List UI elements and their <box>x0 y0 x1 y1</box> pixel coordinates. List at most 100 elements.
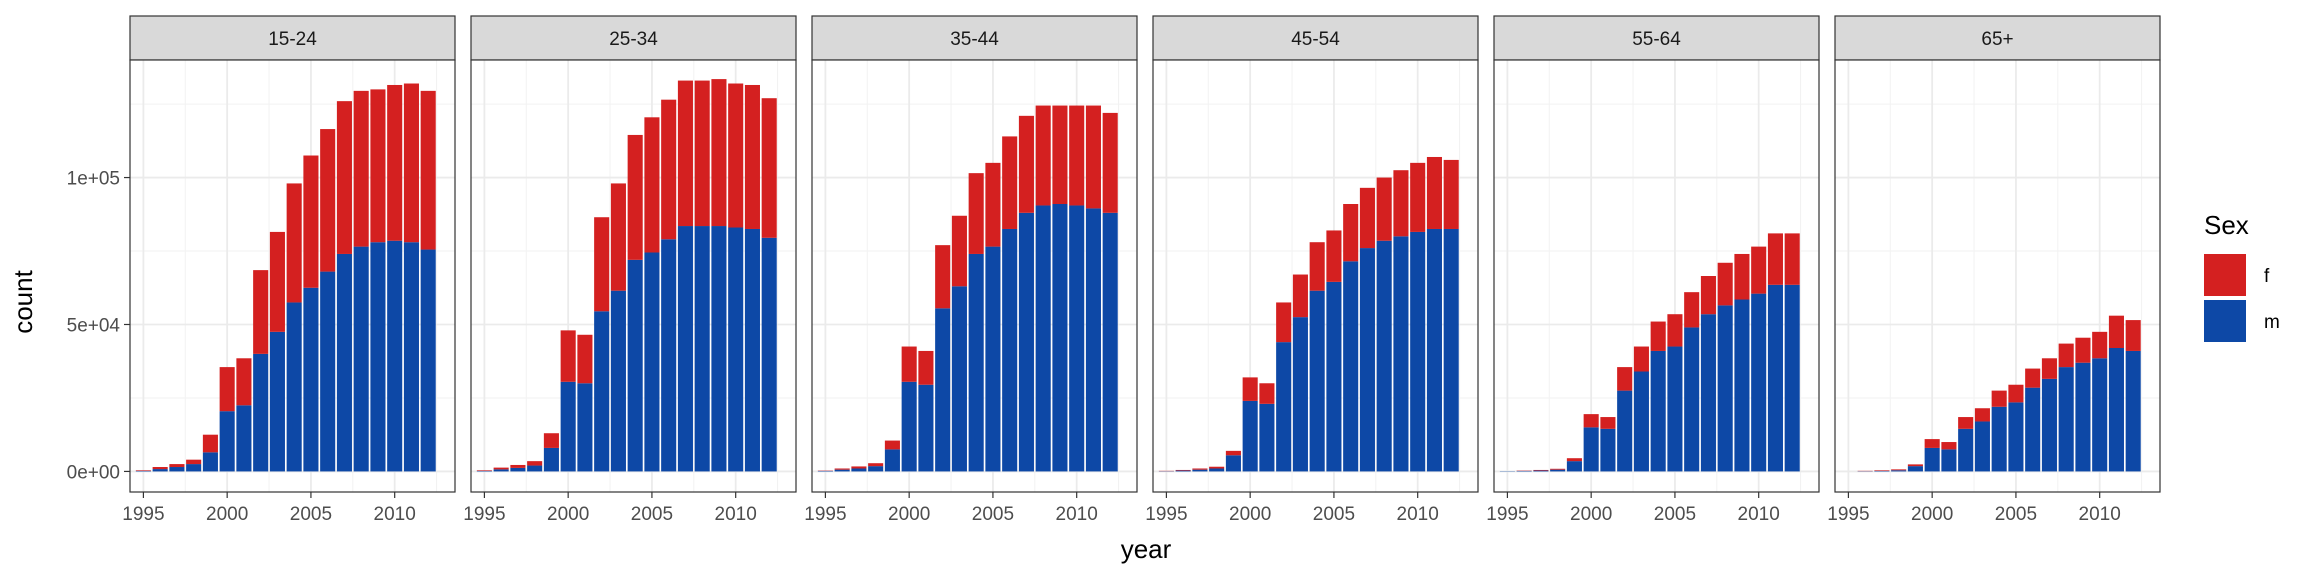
bar-f-2012 <box>1443 159 1459 229</box>
bar-f-2010 <box>387 84 403 241</box>
bar-m-2011 <box>1767 284 1783 472</box>
panel-border <box>1834 59 2161 493</box>
bar-f-2003 <box>1974 408 1990 422</box>
bar-m-1998 <box>527 465 543 472</box>
bar-m-1997 <box>851 468 867 472</box>
bar-f-2009 <box>370 89 386 243</box>
y-tick-label: 1e+05 <box>67 169 120 190</box>
bar-f-2008 <box>2058 343 2074 368</box>
bar-m-1998 <box>1891 470 1907 472</box>
bar-m-2000 <box>1583 427 1599 472</box>
x-tick-label: 2000 <box>1229 504 1271 525</box>
x-tick-label: 2000 <box>888 504 930 525</box>
bar-f-2010 <box>728 83 744 228</box>
bar-f-2001 <box>1600 417 1616 429</box>
bar-m-2007 <box>677 226 693 472</box>
panel-strip-label: 45-54 <box>1291 29 1340 50</box>
bar-f-1999 <box>884 440 900 450</box>
bar-f-2009 <box>2075 337 2091 363</box>
bar-m-2010 <box>728 227 744 472</box>
bar-m-2012 <box>1784 284 1800 472</box>
bar-m-2000 <box>560 381 576 472</box>
bars <box>135 83 436 472</box>
bar-f-2012 <box>761 98 777 238</box>
bar-f-2005 <box>2008 384 2024 403</box>
bar-m-2006 <box>320 271 336 472</box>
bar-m-2004 <box>286 302 302 472</box>
bar-m-1995 <box>476 470 492 472</box>
bar-f-2005 <box>985 162 1001 247</box>
bar-f-1998 <box>1550 468 1566 470</box>
bar-m-1999 <box>884 449 900 472</box>
bar-m-1997 <box>510 467 526 472</box>
x-tick-label: 2010 <box>715 504 757 525</box>
bar-m-2005 <box>644 252 660 472</box>
bar-m-2004 <box>1991 406 2007 472</box>
bar-m-2000 <box>1924 447 1940 472</box>
bar-f-2012 <box>1784 233 1800 285</box>
bar-m-2009 <box>2075 362 2091 472</box>
x-tick-label: 2010 <box>1056 504 1098 525</box>
panel-strip <box>470 15 797 61</box>
y-axis-title: count <box>8 269 38 333</box>
panel-35-44: 35-44 1995 2000 2005 2010 <box>804 15 1138 525</box>
bar-f-1998 <box>1891 469 1907 471</box>
bar-m-2011 <box>2108 348 2124 472</box>
bar-f-2003 <box>951 215 967 287</box>
bar-m-2009 <box>1393 236 1409 472</box>
bar-m-2012 <box>2125 350 2141 472</box>
bar-m-2009 <box>370 242 386 472</box>
bar-m-2002 <box>1958 428 1974 472</box>
bar-m-1997 <box>1533 470 1549 472</box>
bar-f-2010 <box>1751 246 1767 294</box>
bar-m-2004 <box>1650 350 1666 472</box>
legend-key-m <box>2204 300 2246 342</box>
panel-strip-label: 15-24 <box>268 29 317 50</box>
bar-f-2002 <box>935 245 951 309</box>
bar-f-2008 <box>353 90 369 247</box>
bar-m-1997 <box>1874 470 1890 472</box>
bar-m-2011 <box>1085 208 1101 472</box>
x-tick-label: 2010 <box>374 504 416 525</box>
bar-m-1997 <box>1192 469 1208 472</box>
bar-f-1996 <box>493 467 509 470</box>
bar-f-1998 <box>186 459 202 465</box>
bar-m-2002 <box>1617 390 1633 472</box>
bar-m-2011 <box>744 228 760 472</box>
bar-f-2005 <box>1326 230 1342 282</box>
bar-f-1995 <box>476 470 492 471</box>
bar-m-2012 <box>420 249 436 472</box>
bar-f-2001 <box>918 350 934 385</box>
bar-f-2000 <box>901 346 917 382</box>
bar-m-2003 <box>951 286 967 472</box>
x-tick-label: 2010 <box>2079 504 2121 525</box>
bar-f-2009 <box>1393 170 1409 237</box>
panel-strip <box>129 15 456 61</box>
x-tick-label: 1995 <box>1145 504 1187 525</box>
bar-m-2003 <box>610 290 626 472</box>
panel-border <box>1493 59 1820 493</box>
bar-m-1998 <box>186 464 202 472</box>
bar-m-1997 <box>169 467 185 472</box>
bar-m-1996 <box>1175 470 1191 472</box>
bar-f-2008 <box>1717 262 1733 306</box>
bar-m-2012 <box>1102 212 1118 472</box>
bar-f-2005 <box>303 155 319 288</box>
x-tick-label: 2005 <box>1995 504 2037 525</box>
panel-65+: 65+ 1995 2000 2005 2010 <box>1827 15 2161 525</box>
x-tick-label: 2005 <box>631 504 673 525</box>
bar-m-2006 <box>1684 327 1700 472</box>
bar-m-1996 <box>152 469 168 472</box>
bar-f-2007 <box>677 80 693 227</box>
bar-m-2005 <box>1667 346 1683 472</box>
bar-f-2006 <box>1343 204 1359 262</box>
x-tick-label: 1995 <box>804 504 846 525</box>
bar-f-2003 <box>610 183 626 291</box>
x-tick-label: 2010 <box>1738 504 1780 525</box>
bar-m-2008 <box>694 226 710 472</box>
bar-f-2011 <box>1767 233 1783 285</box>
x-tick-label: 2000 <box>1570 504 1612 525</box>
bar-f-2008 <box>1035 105 1051 206</box>
bar-m-2009 <box>1052 204 1068 472</box>
bar-m-2002 <box>935 308 951 472</box>
